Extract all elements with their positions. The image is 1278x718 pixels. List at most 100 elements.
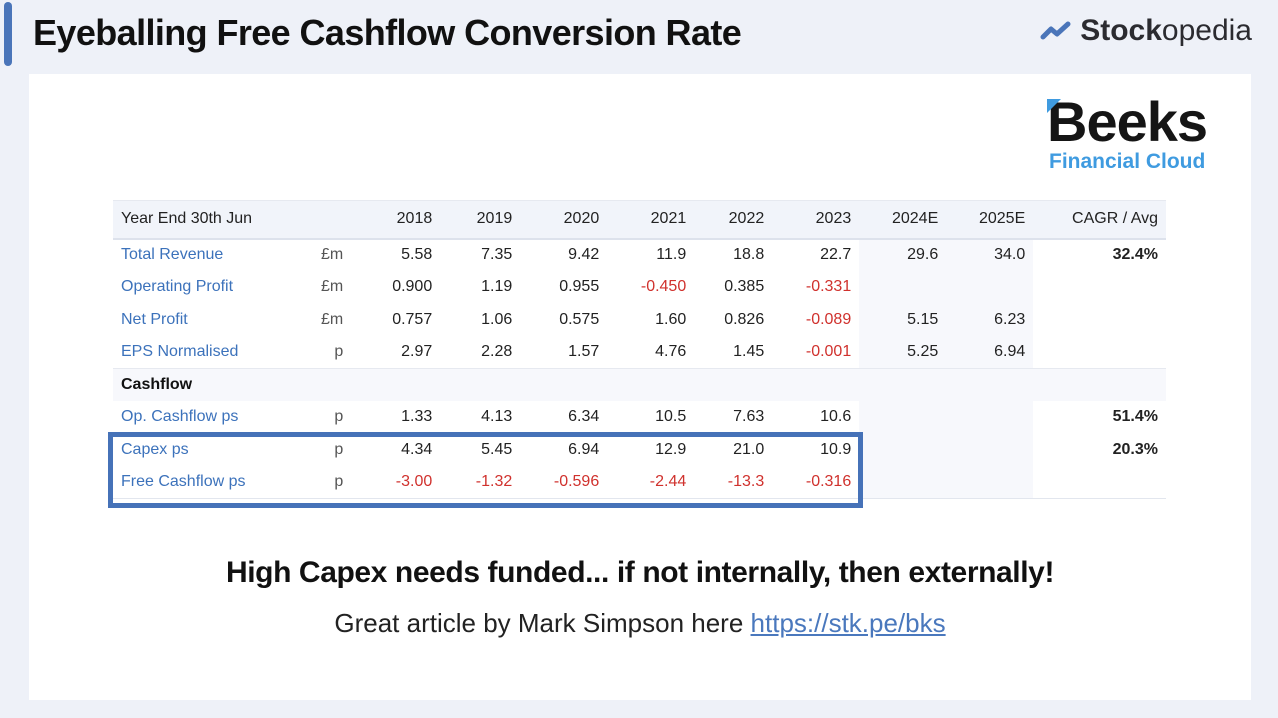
column-header-year: 2024E: [859, 200, 947, 240]
value-cell: 0.575: [559, 310, 600, 328]
value-cell: 1.45: [733, 343, 765, 360]
value-cell: 6.94: [946, 336, 1034, 369]
column-header-year: 2022: [694, 200, 773, 240]
value-cell: 0.826: [724, 310, 765, 328]
title-accent-bar: [4, 2, 12, 66]
value-cell: 11.9: [656, 246, 687, 264]
value-cell: 34.0: [946, 238, 1034, 271]
row-label-link[interactable]: Capex ps: [121, 440, 189, 458]
row-label-link[interactable]: Free Cashflow ps: [113, 466, 313, 499]
column-header-year: 2025E: [946, 200, 1034, 240]
cagr-cell: [1033, 271, 1166, 304]
value-cell: [946, 433, 1034, 466]
value-cell: -0.450: [640, 278, 687, 296]
table-row: Total Revenue £m 5.58 7.35 9.42 11.9 18.8 22.7 2…: [113, 238, 1166, 271]
value-cell: 12.9: [655, 440, 687, 458]
value-cell: 7.63: [733, 408, 765, 426]
subline-text: Great article by Mark Simpson here: [334, 608, 751, 638]
column-header-year: 2019: [440, 200, 521, 240]
value-cell: [859, 433, 947, 466]
row-label-link[interactable]: Operating Profit: [121, 278, 234, 296]
table-row: Free Cashflow ps p -3.00 -1.32 -0.596 -2.44 -1…: [113, 466, 1166, 499]
row-label-link[interactable]: EPS Normalised: [121, 343, 239, 360]
trend-line-icon: [1040, 21, 1071, 40]
value-cell: 1.57: [568, 343, 600, 360]
row-label-link[interactable]: Op. Cashflow ps: [121, 408, 239, 426]
cagr-cell: [1033, 304, 1166, 337]
value-cell: 21.0: [733, 440, 765, 458]
value-cell: [946, 401, 1034, 434]
value-cell: [859, 401, 947, 434]
beeks-wordmark: Beeks: [1047, 90, 1208, 153]
value-cell: 6.23: [946, 303, 1034, 336]
value-cell: 10.5: [655, 408, 687, 426]
row-unit: p: [334, 343, 344, 360]
value-cell: 0.757: [392, 310, 433, 328]
cagr-cell: 32.4%: [1112, 246, 1158, 264]
table-row: Net Profit £m 0.757 1.06 0.575 1.60 0.826 -0.08…: [113, 303, 1166, 337]
row-unit: p: [334, 440, 344, 458]
row-unit: £m: [321, 278, 344, 296]
article-link[interactable]: https://stk.pe/bks: [750, 608, 946, 638]
value-cell: 5.15: [859, 303, 947, 336]
brand-bold: Stock: [1080, 14, 1162, 47]
subline: Great article by Mark Simpson here https…: [29, 608, 1251, 639]
value-cell: 1.33: [401, 408, 433, 426]
column-header-cagr: CAGR / Avg: [1033, 200, 1166, 240]
section-row-cashflow: Cashflow: [113, 368, 1166, 401]
row-label-link[interactable]: Total Revenue: [121, 246, 224, 264]
column-header-year: 2023: [772, 200, 860, 240]
value-cell: 4.13: [481, 408, 513, 426]
value-cell: 18.8: [733, 246, 765, 264]
row-unit: p: [313, 466, 356, 499]
row-unit: p: [334, 408, 344, 426]
value-cell: 5.45: [481, 440, 513, 458]
section-label: Cashflow: [113, 368, 1166, 401]
table-header-row: Year End 30th Jun 2018 2019 2020 2021 20…: [113, 200, 1166, 240]
column-header-label: Year End 30th Jun: [113, 200, 313, 240]
stockopedia-logo: Stockopedia: [1040, 14, 1252, 48]
headline: High Capex needs funded... if not intern…: [225, 556, 1055, 589]
value-cell: -0.331: [805, 278, 852, 296]
value-cell: [946, 466, 1034, 499]
value-cell: 5.25: [859, 336, 947, 369]
column-header-unit: [313, 200, 356, 240]
cagr-cell: [1033, 466, 1166, 499]
slide-title: Eyeballing Free Cashflow Conversion Rate: [33, 12, 742, 53]
capex-fcf-highlight-box: [108, 432, 863, 508]
value-cell: -0.316: [772, 466, 860, 499]
value-cell: 2.28: [481, 343, 513, 360]
value-cell: 9.42: [568, 246, 600, 264]
value-cell: 4.34: [401, 440, 433, 458]
beeks-logo: Beeks Financial Cloud: [1047, 94, 1222, 174]
value-cell: 22.7: [820, 246, 852, 264]
value-cell: -13.3: [694, 466, 773, 499]
value-cell: 10.6: [820, 408, 852, 426]
value-cell: [946, 271, 1034, 304]
value-cell: 6.94: [568, 440, 600, 458]
table-row: Op. Cashflow ps p 1.33 4.13 6.34 10.5 7.63 10.6…: [113, 401, 1166, 434]
column-header-year: 2021: [607, 200, 695, 240]
cagr-cell: 51.4%: [1112, 408, 1158, 426]
value-cell: 6.34: [568, 408, 600, 426]
value-cell: -0.089: [805, 310, 852, 328]
cagr-cell: 20.3%: [1112, 440, 1158, 458]
value-cell: 0.900: [392, 278, 433, 296]
value-cell: -1.32: [440, 466, 521, 499]
value-cell: -0.596: [520, 466, 608, 499]
slide-card: Beeks Financial Cloud Year End 30th Jun …: [29, 74, 1251, 700]
cagr-cell: [1033, 336, 1166, 369]
row-label-link[interactable]: Net Profit: [121, 310, 188, 328]
column-header-year: 2020: [520, 200, 608, 240]
value-cell: [859, 466, 947, 499]
value-cell: 4.76: [655, 343, 687, 360]
value-cell: 7.35: [481, 246, 513, 264]
value-cell: 29.6: [859, 238, 947, 271]
table-row: Operating Profit £m 0.900 1.19 0.955 -0.450 0.…: [113, 271, 1166, 304]
beeks-subtitle: Financial Cloud: [1049, 150, 1206, 173]
value-cell: -0.001: [805, 343, 852, 360]
financials-table: Year End 30th Jun 2018 2019 2020 2021 20…: [113, 200, 1166, 499]
row-unit: £m: [321, 310, 344, 328]
value-cell: -2.44: [607, 466, 695, 499]
value-cell: -3.00: [355, 466, 441, 499]
